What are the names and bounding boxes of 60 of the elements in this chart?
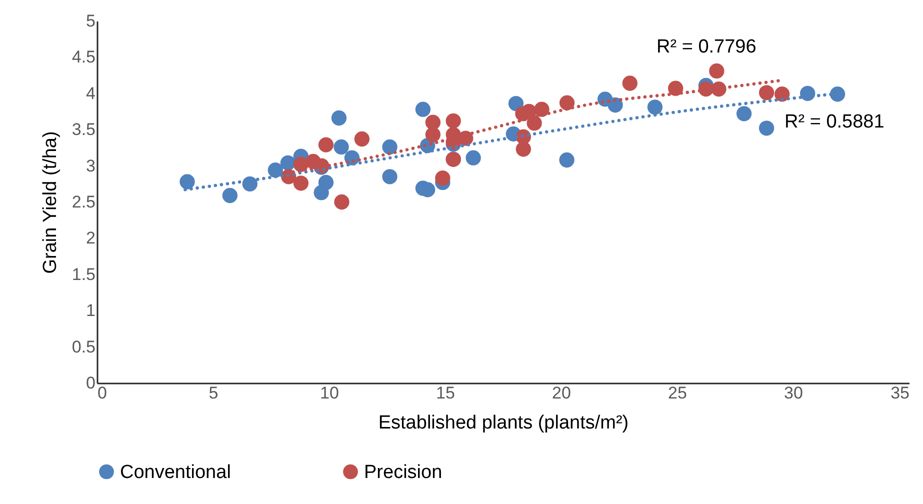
y-tick-label: 3 xyxy=(86,156,96,176)
point xyxy=(222,188,238,204)
point xyxy=(608,97,623,113)
point xyxy=(508,96,524,112)
x-tick-label: 30 xyxy=(784,384,803,402)
y-tick-label: 1 xyxy=(86,301,96,320)
legend-label: Conventional xyxy=(120,462,231,483)
x-tick-label: 0 xyxy=(98,384,107,402)
point xyxy=(534,102,550,117)
x-axis-title: Established plants (plants/m²) xyxy=(378,412,629,434)
y-tick-label: 3.5 xyxy=(72,120,96,140)
point xyxy=(435,170,450,186)
y-axis-title: Grain Yield (t/ha) xyxy=(40,131,61,274)
y-tick-label: 4 xyxy=(86,84,96,103)
point xyxy=(334,194,350,210)
point xyxy=(526,116,542,131)
point xyxy=(425,127,441,142)
point xyxy=(280,155,296,170)
point xyxy=(516,142,531,157)
point xyxy=(318,137,334,152)
x-tick-label: 5 xyxy=(208,384,218,402)
y-tick-label: 0.5 xyxy=(72,337,96,356)
x-tick-label: 25 xyxy=(668,384,687,402)
y-tick-label: 1.5 xyxy=(72,264,96,284)
point xyxy=(293,176,309,191)
point xyxy=(758,120,774,136)
legend-label: Precision xyxy=(364,462,442,483)
point xyxy=(242,176,258,192)
x-tick-label: 35 xyxy=(890,384,910,402)
annotation: R² = 0.7796 xyxy=(656,36,756,58)
point xyxy=(559,95,575,110)
point xyxy=(668,80,684,96)
point xyxy=(425,114,441,130)
point xyxy=(180,174,195,190)
x-tick-label: 15 xyxy=(436,384,455,402)
x-tick-label: 10 xyxy=(320,384,339,402)
point xyxy=(736,106,752,122)
point xyxy=(758,85,774,100)
point xyxy=(830,86,846,102)
point xyxy=(466,150,481,166)
point xyxy=(622,76,638,91)
y-tick-label: 4.5 xyxy=(72,48,96,67)
y-tick-label: 2 xyxy=(86,228,96,248)
point xyxy=(382,139,398,155)
annotation: R² = 0.5881 xyxy=(784,111,884,132)
point xyxy=(446,113,461,128)
point xyxy=(354,131,370,147)
point xyxy=(415,102,431,117)
point xyxy=(559,152,574,168)
point xyxy=(314,185,329,200)
point xyxy=(647,100,663,115)
point xyxy=(268,162,283,178)
y-tick-label: 2.5 xyxy=(72,192,96,212)
y-tick-label: 5 xyxy=(86,12,96,30)
point xyxy=(334,139,349,155)
point xyxy=(382,169,398,184)
point xyxy=(774,86,790,102)
point xyxy=(709,63,724,79)
x-tick-label: 20 xyxy=(552,384,571,402)
point xyxy=(331,110,347,126)
